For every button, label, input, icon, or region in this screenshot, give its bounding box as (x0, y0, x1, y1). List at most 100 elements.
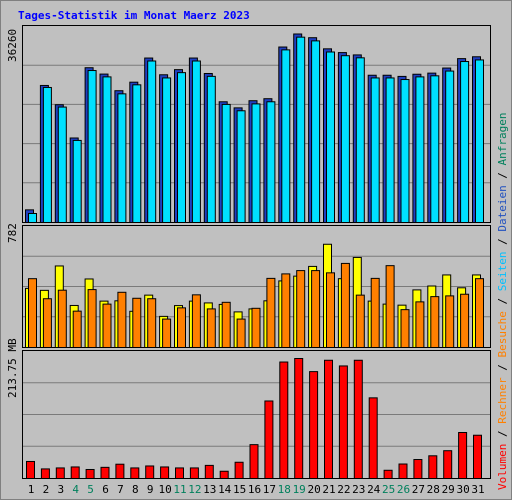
bar-dateien (445, 70, 455, 223)
bar-dateien (415, 76, 425, 223)
legend-item-seiten: Seiten (496, 252, 509, 292)
bar-dateien (191, 60, 201, 223)
bar-volumen (368, 397, 378, 479)
bar-dateien (266, 101, 276, 223)
legend-item-volumen: Volumen (496, 444, 509, 490)
bar-dateien (311, 40, 321, 224)
bar-volumen (55, 467, 65, 480)
bar-besuche (460, 293, 470, 348)
panel-top-ylabel: 36260 (6, 29, 19, 62)
x-tick-label: 30 (456, 483, 469, 496)
legend-separator: / (496, 232, 509, 252)
bar-besuche (236, 318, 246, 348)
bar-besuche (72, 310, 82, 348)
panel-bottom-ylabel: 213.75 MB (6, 338, 19, 398)
x-axis-labels: 1 2 3 4 5 6 7 8 9 10 11 12 13 14 15 16 17 18 19 20 21 22 23 24 2… (28, 483, 485, 496)
x-tick-label: 29 (442, 483, 455, 496)
x-tick-label: 12 (188, 483, 201, 496)
bar-volumen (324, 359, 333, 480)
bar-dateien (162, 77, 172, 223)
bar-dateien (132, 84, 142, 223)
bar-volumen (40, 468, 50, 480)
bar-volumen (219, 470, 229, 479)
bar-volumen (85, 468, 95, 480)
bar-volumen (100, 466, 110, 480)
bar-dateien (475, 59, 484, 223)
bar-besuche (206, 308, 216, 349)
bar-besuche (42, 298, 52, 349)
x-tick-label: 6 (102, 483, 109, 496)
bar-besuche (221, 301, 231, 348)
bar-volumen (458, 431, 468, 479)
bar-dateien (340, 55, 350, 223)
bar-volumen (145, 465, 155, 480)
x-tick-label: 18 (278, 483, 291, 496)
bar-besuche (87, 289, 97, 349)
bar-dateien (326, 51, 335, 224)
bar-besuche (281, 273, 291, 348)
chart-title: Tages-Statistik im Monat Maerz 2023 (18, 9, 250, 22)
x-tick-label: 9 (147, 483, 154, 496)
bar-besuche (117, 291, 127, 349)
x-tick-label: 14 (218, 483, 232, 496)
bar-dateien (42, 86, 52, 224)
bar-volumen (279, 361, 289, 479)
bar-volumen (26, 460, 35, 479)
x-tick-label: 3 (57, 483, 64, 496)
bar-besuche (445, 295, 455, 348)
bar-besuche (162, 318, 172, 348)
bar-volumen (160, 466, 170, 480)
bar-besuche (311, 270, 321, 349)
bar-besuche (326, 272, 335, 348)
bar-volumen (398, 463, 408, 479)
bar-dateien (281, 49, 291, 223)
bar-dateien (355, 57, 365, 224)
legend-item-rechner: Rechner (496, 377, 509, 424)
x-tick-label: 24 (367, 483, 381, 496)
bar-dateien (87, 70, 97, 224)
x-tick-label: 31 (471, 483, 484, 496)
x-tick-label: 23 (352, 483, 365, 496)
bar-besuche (370, 277, 380, 348)
bar-volumen (189, 467, 199, 480)
bar-besuche (132, 297, 142, 348)
x-tick-label: 26 (397, 483, 410, 496)
bar-besuche (296, 270, 306, 349)
bar-volumen (234, 461, 244, 480)
bar-besuche (430, 296, 440, 348)
right-legend: Volumen / Rechner / Besuche / Seiten / D… (496, 112, 509, 490)
bar-dateien (400, 79, 410, 223)
x-tick-label: 21 (322, 483, 335, 496)
bar-besuche (385, 265, 395, 349)
bar-dateien (460, 61, 470, 223)
legend-item-dateien: Dateien (496, 185, 509, 231)
bar-dateien (430, 75, 440, 224)
x-tick-label: 10 (158, 483, 171, 496)
legend-separator: / (496, 291, 509, 311)
x-tick-label: 28 (427, 483, 440, 496)
bar-dateien (236, 110, 246, 223)
x-tick-label: 20 (307, 483, 320, 496)
x-tick-label: 7 (117, 483, 124, 496)
legend-separator: / (496, 358, 509, 378)
bar-volumen (473, 434, 482, 480)
bar-volumen (353, 359, 363, 480)
bar-besuche (340, 262, 350, 348)
x-tick-label: 13 (203, 483, 216, 496)
bar-dateien (117, 93, 127, 223)
bar-besuche (102, 303, 112, 349)
x-tick-label: 5 (87, 483, 94, 496)
bar-dateien (251, 103, 261, 223)
bar-besuche (355, 294, 365, 349)
x-tick-label: 16 (248, 483, 261, 496)
x-tick-label: 4 (72, 483, 79, 496)
bar-besuche (251, 307, 261, 348)
bar-dateien (206, 75, 216, 224)
bars (25, 33, 484, 480)
bar-besuche (266, 277, 276, 348)
x-tick-label: 11 (173, 483, 186, 496)
bar-dateien (28, 212, 37, 224)
bar-dateien (370, 77, 380, 223)
panel-mid-ylabel: 782 (6, 223, 19, 243)
bar-volumen (383, 469, 393, 479)
